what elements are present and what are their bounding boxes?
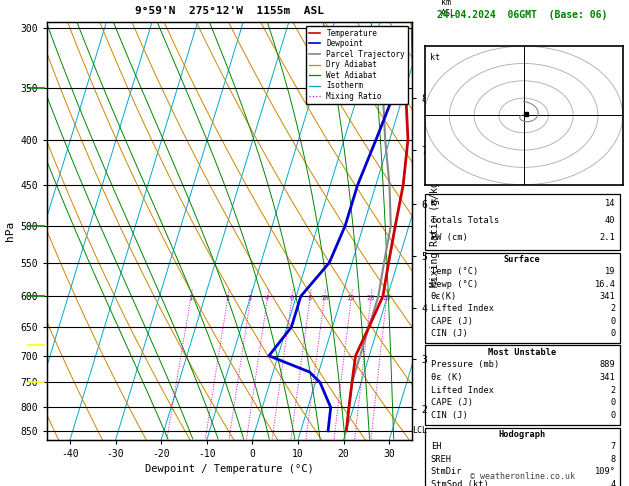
Text: CIN (J): CIN (J) [431,411,467,420]
Text: 8: 8 [308,295,312,301]
Text: 9°59'N  275°12'W  1155m  ASL: 9°59'N 275°12'W 1155m ASL [135,6,324,16]
Text: 889: 889 [599,360,615,369]
Text: StmDir: StmDir [431,467,462,476]
Text: 24.04.2024  06GMT  (Base: 06): 24.04.2024 06GMT (Base: 06) [437,10,607,20]
Text: Lifted Index: Lifted Index [431,386,494,395]
Text: 19: 19 [605,267,615,277]
Text: Surface: Surface [504,255,540,264]
Text: 0: 0 [610,316,615,326]
Text: CIN (J): CIN (J) [431,329,467,338]
Text: 20: 20 [366,295,375,301]
Text: 14: 14 [605,199,615,208]
Bar [425,345,620,425]
Text: PW (cm): PW (cm) [431,233,467,242]
Text: 25: 25 [382,295,391,301]
Text: Lifted Index: Lifted Index [431,304,494,313]
Text: 40: 40 [605,216,615,225]
Text: 3: 3 [248,295,252,301]
Text: 2: 2 [610,386,615,395]
Text: kt: kt [430,53,440,62]
Text: 8: 8 [610,455,615,464]
Bar [425,428,620,486]
Text: 341: 341 [599,292,615,301]
Text: K: K [431,199,436,208]
Text: Temp (°C): Temp (°C) [431,267,478,277]
Text: 15: 15 [347,295,355,301]
Text: 10: 10 [320,295,328,301]
Text: CAPE (J): CAPE (J) [431,399,473,407]
Bar [425,194,620,250]
Text: θε (K): θε (K) [431,373,462,382]
Text: Most Unstable: Most Unstable [488,347,556,357]
Bar [425,253,620,343]
Text: 4: 4 [610,480,615,486]
Text: © weatheronline.co.uk: © weatheronline.co.uk [470,472,574,481]
Text: 6: 6 [289,295,294,301]
Text: 0: 0 [610,399,615,407]
Text: Pressure (mb): Pressure (mb) [431,360,499,369]
Text: 109°: 109° [594,467,615,476]
Text: StmSpd (kt): StmSpd (kt) [431,480,489,486]
Y-axis label: Mixing Ratio (g/kg): Mixing Ratio (g/kg) [430,175,440,287]
Text: km
ASL: km ASL [441,0,456,17]
Text: Dewp (°C): Dewp (°C) [431,279,478,289]
Text: 16.4: 16.4 [594,279,615,289]
Text: θε(K): θε(K) [431,292,457,301]
Text: 0: 0 [610,411,615,420]
Legend: Temperature, Dewpoint, Parcel Trajectory, Dry Adiabat, Wet Adiabat, Isotherm, Mi: Temperature, Dewpoint, Parcel Trajectory… [306,26,408,104]
Text: 1: 1 [188,295,192,301]
Text: EH: EH [431,442,441,451]
Text: LCL: LCL [413,426,427,435]
Text: SREH: SREH [431,455,452,464]
Text: 341: 341 [599,373,615,382]
Y-axis label: hPa: hPa [5,221,15,241]
X-axis label: Dewpoint / Temperature (°C): Dewpoint / Temperature (°C) [145,465,314,474]
Text: 4: 4 [265,295,269,301]
Text: 2.1: 2.1 [599,233,615,242]
Text: 0: 0 [610,329,615,338]
Text: Hodograph: Hodograph [498,430,546,439]
Text: 2: 2 [610,304,615,313]
Text: 2: 2 [225,295,230,301]
Text: 7: 7 [610,442,615,451]
Text: CAPE (J): CAPE (J) [431,316,473,326]
Text: Totals Totals: Totals Totals [431,216,499,225]
